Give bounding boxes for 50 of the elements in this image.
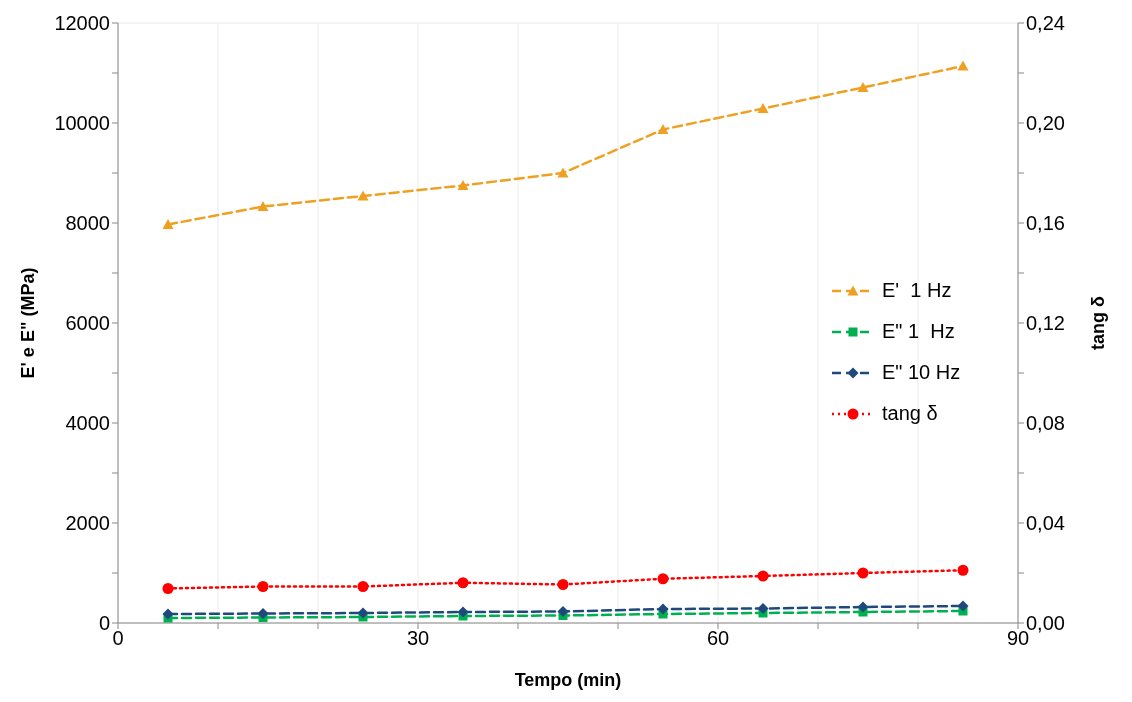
point bbox=[857, 567, 869, 579]
point bbox=[957, 600, 969, 612]
x-tick-label: 30 bbox=[406, 627, 430, 650]
point bbox=[557, 606, 569, 617]
y2-tick-label: 0,08 bbox=[1026, 412, 1065, 435]
point bbox=[357, 581, 369, 592]
y2-tick-label: 0,20 bbox=[1026, 112, 1065, 135]
point bbox=[557, 167, 569, 178]
y-tick-label: 4000 bbox=[65, 412, 110, 435]
point bbox=[657, 124, 669, 134]
point bbox=[657, 603, 669, 615]
point bbox=[857, 82, 869, 92]
y2-tick-label: 0,16 bbox=[1026, 212, 1065, 235]
point bbox=[162, 608, 174, 620]
point bbox=[957, 60, 969, 71]
y-tick-label: 2000 bbox=[65, 512, 110, 535]
y2-tick-label: 0,24 bbox=[1026, 12, 1065, 35]
y2-tick-label: 0,04 bbox=[1026, 512, 1065, 535]
legend-label: E' 1 Hz bbox=[882, 278, 952, 303]
point bbox=[757, 570, 769, 582]
legend-label: tang δ bbox=[882, 401, 938, 426]
point bbox=[657, 573, 669, 585]
y-tick-label: 8000 bbox=[65, 212, 110, 235]
point bbox=[757, 603, 769, 614]
point bbox=[162, 219, 174, 229]
y-tick-label: 12000 bbox=[54, 12, 110, 35]
point bbox=[162, 583, 174, 594]
x-axis-title: Tempo (min) bbox=[514, 670, 622, 690]
y2-tick-label: 0,12 bbox=[1026, 312, 1065, 335]
point bbox=[557, 579, 569, 590]
y-tick-label: 0 bbox=[98, 612, 110, 635]
point bbox=[257, 608, 269, 619]
y2-axis-title: tang δ bbox=[1088, 295, 1109, 350]
point bbox=[257, 201, 269, 211]
point bbox=[257, 581, 269, 592]
point bbox=[457, 577, 469, 589]
point bbox=[957, 564, 969, 576]
point bbox=[457, 180, 469, 190]
point bbox=[357, 607, 369, 619]
x-tick-label: 0 bbox=[112, 627, 124, 650]
point bbox=[357, 190, 369, 201]
legend-label: E" 1 Hz bbox=[882, 319, 955, 344]
point bbox=[757, 103, 769, 113]
point bbox=[457, 606, 469, 618]
y-tick-label: 10000 bbox=[54, 112, 110, 135]
y-tick-label: 6000 bbox=[65, 312, 110, 335]
x-tick-label: 60 bbox=[706, 627, 730, 650]
y-axis-title: E' e E" (MPa) bbox=[18, 267, 39, 379]
legend-label: E" 10 Hz bbox=[882, 360, 961, 385]
point bbox=[857, 601, 869, 613]
